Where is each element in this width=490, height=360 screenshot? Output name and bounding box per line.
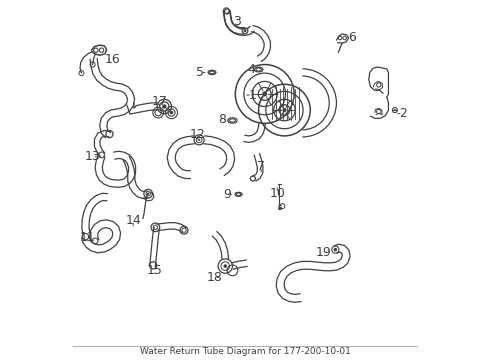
Circle shape [162,104,167,109]
Circle shape [170,111,173,114]
Text: 17: 17 [152,95,168,108]
Text: 16: 16 [104,53,120,66]
Text: Water Return Tube Diagram for 177-200-10-01: Water Return Tube Diagram for 177-200-10… [140,347,350,356]
Circle shape [244,30,246,32]
Text: 5: 5 [196,66,204,79]
Text: 19: 19 [315,246,331,259]
Text: 1: 1 [248,89,256,102]
Text: 3: 3 [233,15,241,28]
Text: 8: 8 [218,113,226,126]
Text: 7: 7 [257,160,265,173]
Text: 6: 6 [348,31,356,45]
Text: 12: 12 [190,127,205,141]
Text: 18: 18 [207,271,222,284]
Text: 2: 2 [399,107,407,120]
Text: 15: 15 [147,264,163,277]
Text: 11: 11 [80,231,96,244]
Text: 9: 9 [223,188,231,201]
Circle shape [394,109,396,111]
Circle shape [334,248,337,251]
Text: 14: 14 [125,214,141,227]
Text: 13: 13 [85,150,100,163]
Circle shape [223,264,227,268]
Circle shape [147,193,149,195]
Circle shape [262,91,267,96]
Text: 4: 4 [247,63,255,76]
Text: 10: 10 [270,187,285,200]
Circle shape [282,108,287,112]
Circle shape [198,139,200,141]
